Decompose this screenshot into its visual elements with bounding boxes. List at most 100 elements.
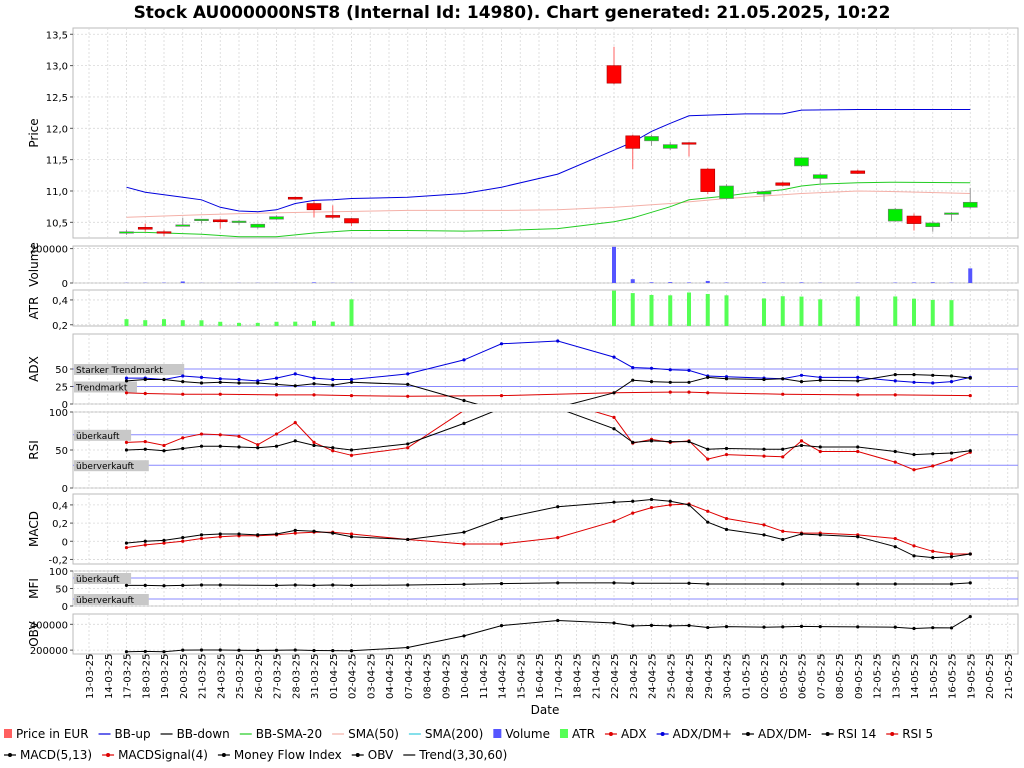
obv-series-point [687, 623, 691, 628]
volume-series-bar [630, 279, 635, 283]
candle-body [625, 135, 641, 149]
volume-series-bar [124, 282, 129, 283]
adx-dm-minus-series-point [649, 380, 654, 384]
legend-label: BB-SMA-20 [256, 727, 322, 741]
atr-series-bar [237, 322, 241, 326]
candle-body [119, 231, 134, 234]
rsi14-series [124, 407, 972, 457]
rsi14-series-line [126, 412, 971, 456]
macd-series-point [724, 527, 729, 532]
macd-tick-label: 0 [62, 537, 68, 548]
adx-series-point [687, 390, 691, 394]
adx-dm-minus-series-point [218, 380, 222, 384]
legend-item: Price in EUR [4, 727, 89, 741]
adx-dm-plus-series-point [199, 375, 204, 379]
adx-dm-minus-series-point [668, 380, 672, 384]
mfi-series-point [706, 582, 710, 586]
rsi14-series-point [706, 447, 710, 451]
volume-series-bar [724, 282, 729, 283]
rsi5-series-point [331, 449, 335, 453]
legend-label: SMA(50) [348, 727, 399, 741]
macd-signal-series-point [612, 519, 616, 523]
candle-body [175, 224, 191, 227]
x-tick-label: 02-04-25 [348, 654, 359, 699]
obv-series-point [499, 624, 504, 628]
adx-series-point [218, 392, 222, 396]
legend-background [0, 724, 1024, 768]
x-tick-label: 13-05-25 [891, 654, 902, 699]
macd-signal-series-point [218, 535, 222, 539]
adx-dm-plus-series-point [312, 376, 316, 380]
obv-axis-title: OBV [27, 620, 41, 646]
rsi14-series-point [312, 443, 316, 448]
obv-series-point [293, 648, 297, 652]
rsi-level-label: überverkauft [76, 462, 135, 472]
legend-label: Volume [505, 727, 550, 741]
legend-item: BB-up [98, 727, 151, 741]
macd-series-point [949, 555, 954, 559]
x-tick-label: 05-05-25 [779, 654, 790, 699]
mfi-series-point [331, 583, 335, 587]
x-tick-label: 17-04-25 [554, 654, 565, 699]
adx-series-point [668, 390, 672, 394]
atr-plot-area [72, 289, 1019, 327]
x-tick-label: 19-03-25 [160, 654, 171, 699]
rsi-tick-label: 100 [49, 408, 68, 419]
rsi14-series-point [124, 448, 129, 452]
volume-tick-label: 200000 [30, 245, 68, 256]
obv-tick-label: 400000 [30, 620, 68, 631]
atr-series-bar [330, 321, 335, 326]
price-tick-label: 13,0 [46, 62, 68, 73]
macd-signal-series-point [668, 503, 672, 507]
macd-series-point [931, 556, 935, 560]
mfi-panel: 0 50 100 MFI überkauft überverkauft [27, 567, 1019, 613]
x-tick-label: 07-05-25 [816, 654, 827, 699]
legend-label: MACD(5,13) [20, 748, 92, 762]
rsi5-series-line [126, 412, 971, 471]
obv-series-point [331, 649, 335, 653]
adx-level-label: Starker Trendmarkt [76, 366, 163, 376]
adx-axis-title: ADX [27, 356, 41, 382]
macd-gridlines [73, 494, 1018, 564]
macd-signal-series-point [724, 516, 729, 521]
x-tick-label: 17-03-25 [123, 654, 134, 699]
adx-tick-label: 0 [62, 400, 68, 411]
macd-series-line [126, 498, 971, 559]
adx-series-point [706, 391, 710, 395]
obv-series-point [556, 618, 560, 623]
x-tick-label: 15-05-25 [929, 654, 940, 699]
volume-series-bar [893, 282, 898, 283]
adx-level-label: Trendmarkt [75, 384, 128, 394]
adx-dm-plus-series-point [856, 375, 860, 379]
candle-body [194, 218, 209, 221]
rsi14-series-point [762, 447, 766, 451]
mfi-level-label-bg [74, 594, 149, 605]
adx-dm-minus-series-point [181, 380, 185, 384]
atr-series-bar [799, 296, 804, 326]
rsi14-series-point [799, 443, 804, 448]
obv-series-point [462, 634, 466, 638]
obv-series-point [181, 648, 185, 652]
volume-series-bar [274, 282, 279, 283]
atr-series-bar [912, 298, 916, 326]
legend-marker [608, 732, 613, 736]
rsi14-series-point [500, 407, 503, 410]
volume-series-bar [330, 282, 335, 283]
macd-series-point [293, 528, 297, 532]
x-tick-label: 10-04-25 [460, 654, 471, 699]
macd-series-point [912, 554, 916, 558]
macd-series-point [406, 537, 410, 542]
x-tick-label: 30-04-25 [723, 654, 734, 699]
legend-item: ATR [559, 727, 595, 741]
macd-series-point [631, 499, 635, 503]
adx-series-point [406, 394, 410, 398]
adx-dm-plus-series-point [687, 368, 691, 372]
adx-dm-minus-series-point [124, 379, 129, 383]
atr-series-bar [649, 294, 654, 326]
rsi5-series-point [724, 452, 729, 457]
adx-dm-minus-series-point [462, 398, 466, 403]
adx-dm-plus-series-point [218, 377, 222, 381]
rsi14-series-point [912, 452, 916, 457]
chart-panels: 10,511,011,512,012,513,013,5Price0200000… [27, 27, 1019, 657]
x-tick-label: 14-04-25 [498, 654, 509, 699]
